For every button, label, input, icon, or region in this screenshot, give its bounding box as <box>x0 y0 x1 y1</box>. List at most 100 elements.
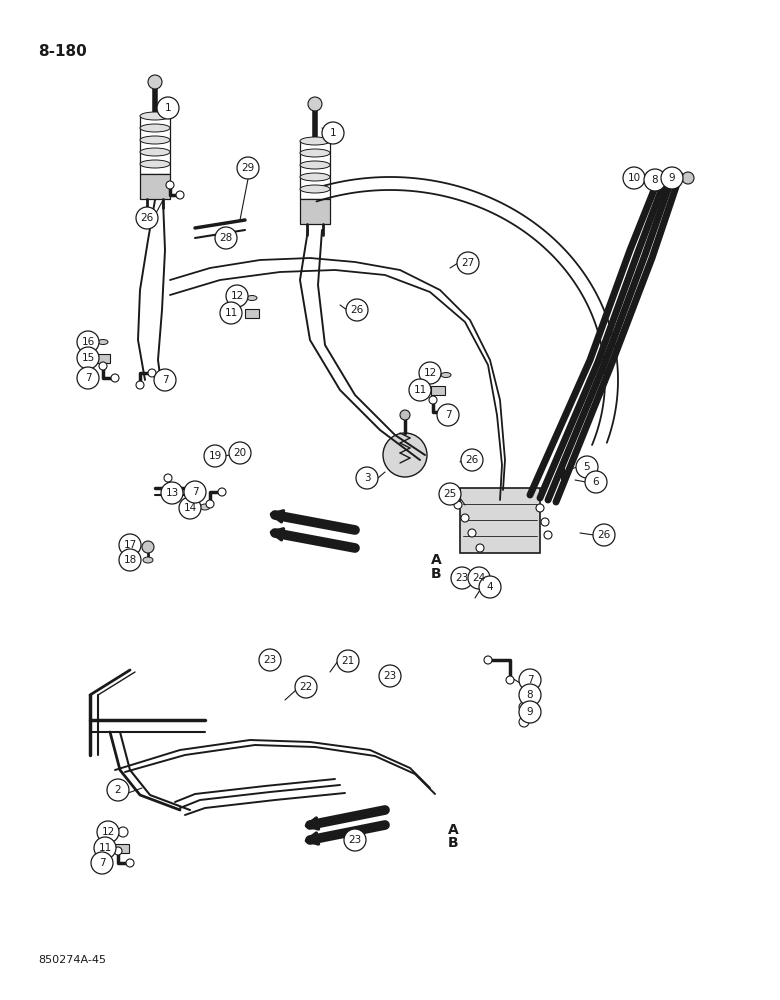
Ellipse shape <box>200 504 210 510</box>
Circle shape <box>519 684 541 706</box>
Circle shape <box>337 650 359 672</box>
Text: 2: 2 <box>115 785 122 795</box>
Bar <box>431 385 445 394</box>
Text: 8: 8 <box>651 175 658 185</box>
Circle shape <box>164 474 172 482</box>
Text: 12: 12 <box>424 368 437 378</box>
Ellipse shape <box>98 340 108 344</box>
Circle shape <box>383 433 427 477</box>
Circle shape <box>346 299 368 321</box>
Text: 7: 7 <box>445 410 452 420</box>
Circle shape <box>204 445 226 467</box>
Circle shape <box>179 497 201 519</box>
Text: 14: 14 <box>183 503 197 513</box>
Circle shape <box>454 501 462 509</box>
Circle shape <box>519 669 541 691</box>
Text: 27: 27 <box>462 258 474 268</box>
Ellipse shape <box>441 372 451 377</box>
Bar <box>300 141 330 199</box>
Circle shape <box>439 483 461 505</box>
Circle shape <box>400 410 410 420</box>
Circle shape <box>536 504 544 512</box>
Circle shape <box>99 362 107 370</box>
Text: 6: 6 <box>593 477 599 487</box>
Circle shape <box>237 157 259 179</box>
Text: 1: 1 <box>165 103 172 113</box>
Ellipse shape <box>235 450 245 456</box>
Text: 7: 7 <box>85 373 91 383</box>
Circle shape <box>476 544 484 552</box>
Circle shape <box>142 541 154 553</box>
Text: 15: 15 <box>81 353 94 363</box>
Circle shape <box>119 534 141 556</box>
Circle shape <box>107 779 129 801</box>
Text: 26: 26 <box>350 305 363 315</box>
Ellipse shape <box>300 149 330 157</box>
Circle shape <box>295 676 317 698</box>
Circle shape <box>91 852 113 874</box>
Text: 26: 26 <box>140 213 154 223</box>
Text: 19: 19 <box>208 451 222 461</box>
Circle shape <box>429 396 437 404</box>
Circle shape <box>519 717 529 727</box>
Circle shape <box>468 567 490 589</box>
Ellipse shape <box>300 161 330 169</box>
Ellipse shape <box>300 185 330 193</box>
Text: 26: 26 <box>466 455 479 465</box>
Circle shape <box>126 859 134 867</box>
Text: 9: 9 <box>668 173 675 183</box>
Text: A: A <box>431 553 441 567</box>
Text: 7: 7 <box>192 487 198 497</box>
Circle shape <box>344 829 366 851</box>
Circle shape <box>215 227 237 249</box>
Circle shape <box>623 167 645 189</box>
Text: 850274A-45: 850274A-45 <box>38 955 106 965</box>
Ellipse shape <box>140 124 170 132</box>
Text: 16: 16 <box>81 337 94 347</box>
Circle shape <box>356 467 378 489</box>
Circle shape <box>259 649 281 671</box>
Bar <box>115 844 129 852</box>
Circle shape <box>118 827 128 837</box>
Text: 8-180: 8-180 <box>38 44 87 60</box>
Circle shape <box>154 369 176 391</box>
Text: 1: 1 <box>330 128 336 138</box>
Ellipse shape <box>247 296 257 300</box>
Text: B: B <box>431 567 441 581</box>
Circle shape <box>220 302 242 324</box>
Circle shape <box>229 442 251 464</box>
Circle shape <box>218 488 226 496</box>
Ellipse shape <box>140 160 170 168</box>
Text: 13: 13 <box>165 488 179 498</box>
Text: 12: 12 <box>230 291 243 301</box>
Circle shape <box>308 97 322 111</box>
Circle shape <box>506 676 514 684</box>
Bar <box>646 172 674 186</box>
Circle shape <box>77 367 99 389</box>
Circle shape <box>119 549 141 571</box>
Text: 23: 23 <box>264 655 277 665</box>
Circle shape <box>184 481 206 503</box>
Text: 11: 11 <box>98 843 112 853</box>
Circle shape <box>661 167 683 189</box>
Circle shape <box>468 529 476 537</box>
Circle shape <box>461 514 469 522</box>
Text: 3: 3 <box>363 473 370 483</box>
Text: 26: 26 <box>597 530 611 540</box>
Circle shape <box>226 285 248 307</box>
Bar <box>245 308 259 318</box>
Circle shape <box>576 456 598 478</box>
Text: 12: 12 <box>101 827 115 837</box>
Text: 7: 7 <box>526 675 534 685</box>
Circle shape <box>585 471 607 493</box>
Circle shape <box>176 191 184 199</box>
Text: B: B <box>448 836 459 850</box>
Text: 23: 23 <box>384 671 396 681</box>
Circle shape <box>322 122 344 144</box>
Circle shape <box>457 252 479 274</box>
Text: 24: 24 <box>473 573 486 583</box>
Ellipse shape <box>140 112 170 120</box>
Text: A: A <box>448 823 459 837</box>
Circle shape <box>544 531 552 539</box>
Circle shape <box>419 362 441 384</box>
